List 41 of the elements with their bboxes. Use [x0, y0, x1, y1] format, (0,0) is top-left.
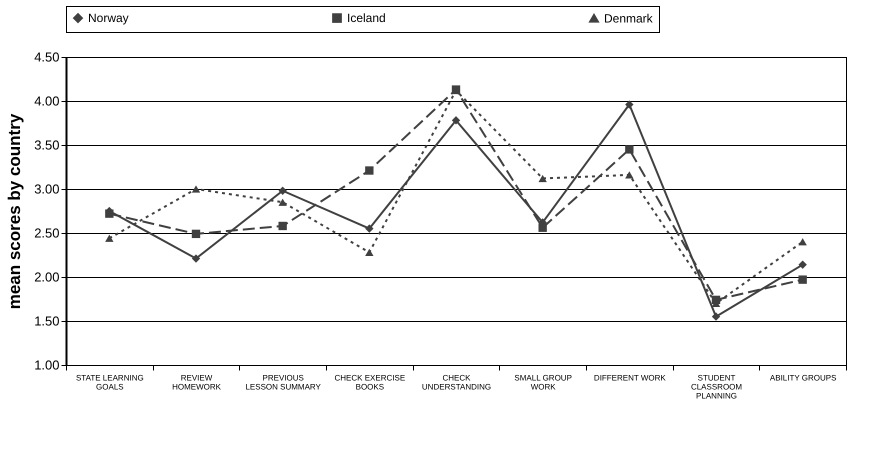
point: [538, 174, 547, 182]
y-tick-label: 2.00: [34, 270, 60, 284]
point: [365, 248, 374, 256]
point: [798, 238, 807, 246]
x-tick-label: STATE LEARNING GOALS: [76, 374, 144, 392]
point: [452, 116, 460, 125]
y-tick-label: 3.50: [34, 138, 60, 152]
y-tick-label: 1.50: [34, 314, 60, 328]
point: [365, 224, 374, 233]
point: [192, 185, 200, 193]
legend-label: Norway: [88, 11, 129, 26]
x-tick-label: DIFFERENT WORK: [594, 374, 666, 382]
x-tick-label: STUDENT CLASSROOM PLANNING: [690, 374, 742, 400]
point: [365, 166, 374, 175]
x-tick-label: REVIEW HOMEWORK: [172, 374, 222, 392]
x-tick-label: PREVIOUS LESSON SUMMARY: [245, 374, 322, 392]
x-tick-label: SMALL GROUP WORK: [514, 374, 572, 392]
point: [192, 230, 200, 238]
y-tick-label: 4.00: [34, 94, 60, 108]
x-tick-label: CHECK UNDERSTANDING: [422, 374, 492, 392]
point: [625, 171, 634, 179]
y-tick-label: 1.00: [34, 358, 60, 372]
point: [625, 100, 634, 109]
point: [192, 254, 200, 263]
legend-label: Denmark: [604, 11, 654, 26]
y-axis-title: mean scores by country: [5, 113, 24, 310]
point: [278, 198, 287, 206]
point: [278, 186, 287, 195]
y-tick-label: 4.50: [34, 50, 60, 64]
point: [105, 234, 114, 242]
y-tick-label: 2.50: [34, 226, 60, 240]
point: [712, 312, 720, 321]
point: [278, 222, 287, 230]
x-tick-label: CHECK EXERCISE BOOKS: [334, 374, 406, 392]
y-tick-label: 3.00: [34, 182, 60, 196]
legend-label: Iceland: [347, 11, 386, 26]
point: [625, 145, 634, 154]
x-tick-label: ABILITY GROUPS: [770, 374, 836, 382]
point: [798, 275, 807, 284]
point: [798, 260, 807, 269]
point: [712, 296, 720, 304]
